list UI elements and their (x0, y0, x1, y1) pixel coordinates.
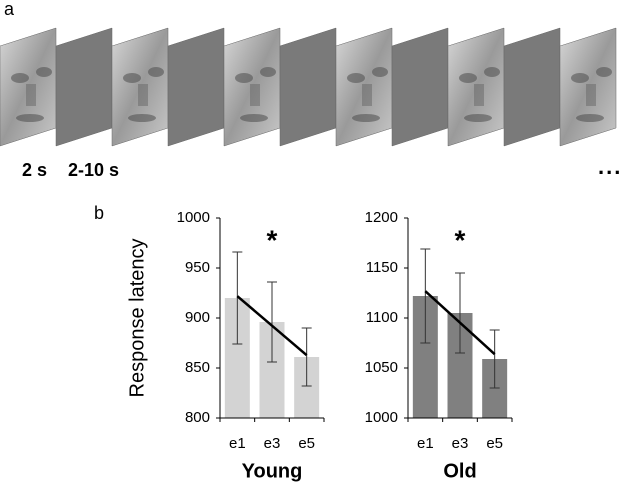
face-feature (352, 114, 380, 122)
house-feature (250, 84, 260, 106)
y-tick-label: 1000 (365, 409, 398, 426)
face-feature (260, 67, 276, 77)
y-tick-label: 1200 (365, 209, 398, 226)
x-axis-label: Old (443, 460, 476, 482)
face-feature (128, 114, 156, 122)
face-feature (11, 73, 29, 83)
blank-screen (279, 27, 337, 147)
y-tick-label: 1000 (177, 209, 210, 226)
trend-line (424, 290, 496, 356)
y-tick-label: 800 (185, 409, 210, 426)
x-axis-label: Young (242, 460, 303, 482)
face-feature (240, 114, 268, 122)
face-feature (571, 73, 589, 83)
face-feature (596, 67, 612, 77)
blank-screen (167, 27, 225, 147)
face-feature (347, 73, 365, 83)
y-tick-label: 850 (185, 359, 210, 376)
y-tick-label: 900 (185, 309, 210, 326)
duration-label: 2 s (22, 160, 47, 180)
blank-screen (503, 27, 561, 147)
face-feature (576, 114, 604, 122)
face-feature (372, 67, 388, 77)
face-feature (16, 114, 44, 122)
x-tick-label: e1 (229, 435, 246, 452)
house-feature (474, 84, 484, 106)
ellipsis: ... (598, 154, 622, 179)
panel-label: a (4, 0, 15, 19)
blank-screen (55, 27, 113, 147)
house-feature (26, 84, 36, 106)
panel-label: b (94, 203, 104, 223)
x-tick-label: e5 (298, 435, 315, 452)
house-feature (362, 84, 372, 106)
face-feature (464, 114, 492, 122)
face-feature (123, 73, 141, 83)
x-tick-label: e3 (452, 435, 469, 452)
x-tick-label: e5 (486, 435, 503, 452)
y-tick-label: 1100 (366, 309, 398, 326)
face-feature (484, 67, 500, 77)
face-feature (235, 73, 253, 83)
annotation: * (455, 224, 466, 255)
house-feature (138, 84, 148, 106)
y-tick-label: 1150 (366, 259, 398, 276)
y-axis-label: Response latency (126, 239, 148, 398)
trend-line (236, 295, 308, 357)
x-tick-label: e1 (417, 435, 434, 452)
stimulus-sequence (0, 27, 617, 147)
y-tick-label: 1050 (365, 359, 398, 376)
face-feature (459, 73, 477, 83)
face-feature (148, 67, 164, 77)
duration-label: 2-10 s (68, 160, 119, 180)
y-tick-label: 950 (185, 259, 210, 276)
house-feature (586, 84, 596, 106)
annotation: * (267, 224, 278, 255)
face-feature (36, 67, 52, 77)
x-tick-label: e3 (264, 435, 281, 452)
blank-screen (391, 27, 449, 147)
